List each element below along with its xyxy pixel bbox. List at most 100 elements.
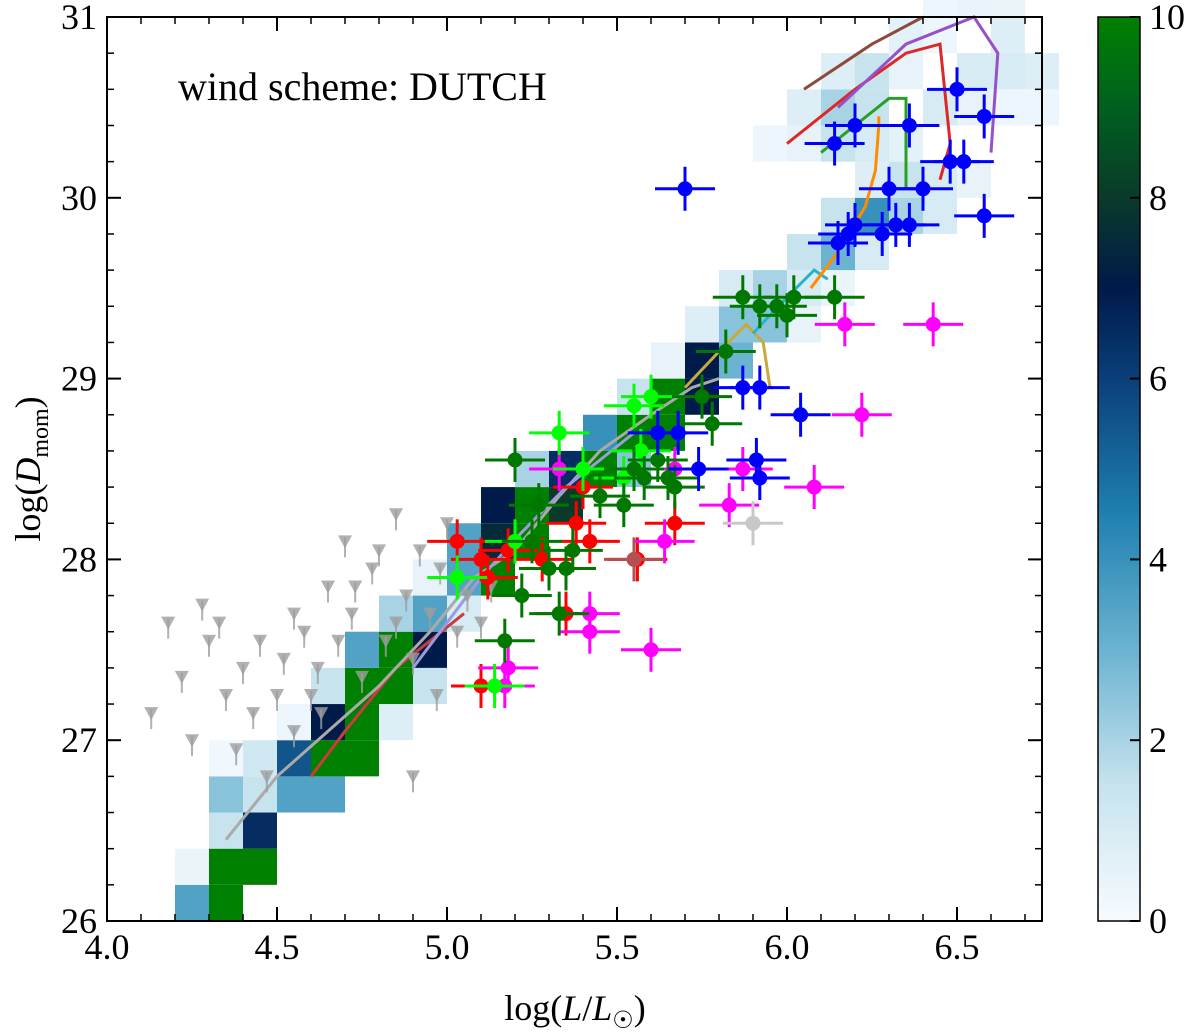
evolution-track bbox=[803, 15, 924, 91]
upper-limit-point bbox=[276, 652, 291, 666]
data-point bbox=[694, 389, 710, 405]
data-point bbox=[786, 289, 802, 305]
upper-limit-point bbox=[460, 589, 475, 603]
data-point bbox=[531, 497, 547, 513]
upper-limit-point bbox=[365, 562, 380, 576]
upper-limit-point bbox=[259, 770, 274, 784]
data-point bbox=[752, 470, 768, 486]
upper-limit-point bbox=[310, 661, 325, 675]
data-point bbox=[507, 452, 523, 468]
upper-limit-point bbox=[185, 734, 199, 748]
heatmap-cell bbox=[209, 812, 243, 849]
data-point bbox=[827, 289, 843, 305]
data-point bbox=[748, 452, 764, 468]
x-axis-label: log(L/L☉) bbox=[504, 988, 646, 1033]
upper-limit-point bbox=[331, 634, 346, 648]
heatmap-cell bbox=[311, 667, 345, 705]
data-point bbox=[691, 461, 707, 477]
evolution-track bbox=[683, 322, 772, 389]
upper-limit-point bbox=[440, 517, 454, 531]
heatmap-cell bbox=[685, 306, 719, 343]
data-point bbox=[721, 497, 737, 513]
y-tick-label: 27 bbox=[61, 720, 97, 760]
heatmap-cell bbox=[923, 89, 957, 126]
heatmap-cell bbox=[345, 740, 379, 777]
data-point bbox=[568, 515, 584, 531]
heatmap-cell bbox=[345, 631, 379, 668]
data-point bbox=[633, 443, 649, 459]
upper-limit-point bbox=[406, 770, 420, 784]
data-point bbox=[626, 551, 642, 567]
data-point bbox=[551, 425, 567, 441]
heatmap-cell bbox=[379, 704, 413, 741]
upper-limit-point bbox=[202, 634, 216, 648]
heatmap-cell bbox=[889, 53, 923, 90]
colorbar-tick-label: 4 bbox=[1149, 539, 1167, 579]
upper-limit-point bbox=[246, 707, 261, 721]
upper-limit-point bbox=[474, 616, 488, 630]
data-point bbox=[830, 235, 846, 251]
data-point bbox=[667, 479, 683, 495]
upper-limit-point bbox=[287, 725, 301, 739]
data-point bbox=[500, 660, 516, 676]
heatmap-cell bbox=[277, 776, 311, 813]
upper-limit-point bbox=[412, 544, 427, 558]
heatmap-cell bbox=[787, 233, 821, 271]
upper-limit-point bbox=[304, 689, 318, 702]
colorbar-tick-label: 6 bbox=[1149, 359, 1167, 399]
x-tick-label: 6.5 bbox=[935, 927, 980, 967]
data-point bbox=[976, 108, 992, 124]
upper-limit-point bbox=[348, 580, 363, 594]
data-point bbox=[752, 380, 768, 396]
data-point bbox=[667, 515, 683, 531]
upper-limit-point bbox=[161, 616, 176, 630]
upper-limit-point bbox=[297, 625, 312, 639]
data-point bbox=[847, 117, 863, 133]
data-point bbox=[827, 136, 843, 152]
data-point bbox=[575, 461, 591, 477]
data-point bbox=[745, 515, 761, 531]
upper-limit-point bbox=[389, 508, 403, 522]
colorbar-ticks: 0 2 4 6 8 10 bbox=[1130, 0, 1185, 941]
plot-frame bbox=[106, 16, 1043, 922]
upper-limit-point bbox=[406, 652, 420, 666]
data-point bbox=[976, 208, 992, 224]
data-point bbox=[524, 533, 540, 549]
heatmap-cell bbox=[991, 89, 1025, 126]
upper-limit-point bbox=[314, 707, 329, 721]
evolution-track bbox=[411, 431, 635, 669]
heatmap-cell bbox=[923, 0, 957, 17]
data-point bbox=[592, 488, 608, 504]
upper-limit-point bbox=[433, 562, 448, 576]
data-point bbox=[487, 678, 503, 694]
colorbar-tick-label: 8 bbox=[1149, 178, 1167, 218]
data-point bbox=[854, 407, 870, 423]
x-tick-label: 5.5 bbox=[595, 927, 640, 967]
upper-limit-point bbox=[212, 616, 227, 630]
upper-limit-point bbox=[338, 535, 352, 549]
data-point bbox=[925, 316, 941, 332]
heatmap-cell bbox=[175, 848, 209, 885]
upper-limit-point bbox=[423, 607, 437, 621]
data-point bbox=[793, 407, 809, 423]
data-point bbox=[582, 533, 598, 549]
heatmap-cell bbox=[243, 740, 277, 777]
heatmap-cell bbox=[413, 667, 447, 705]
evolution-track bbox=[786, 42, 952, 181]
data-point bbox=[558, 560, 574, 576]
upper-limit-point bbox=[236, 661, 250, 675]
data-point bbox=[565, 542, 581, 558]
data-point bbox=[735, 461, 751, 477]
data-point bbox=[626, 461, 642, 477]
upper-limit-point bbox=[253, 634, 267, 648]
heatmap-cell bbox=[209, 848, 243, 885]
data-point bbox=[847, 217, 863, 233]
data-point bbox=[449, 533, 465, 549]
data-point bbox=[769, 298, 785, 314]
data-point bbox=[718, 343, 734, 359]
annotation-text: wind scheme: DUTCH bbox=[178, 64, 547, 109]
upper-limit-point bbox=[174, 670, 189, 684]
data-point bbox=[779, 307, 795, 323]
heatmap-cell bbox=[855, 53, 889, 90]
heatmap-cell bbox=[957, 53, 991, 90]
